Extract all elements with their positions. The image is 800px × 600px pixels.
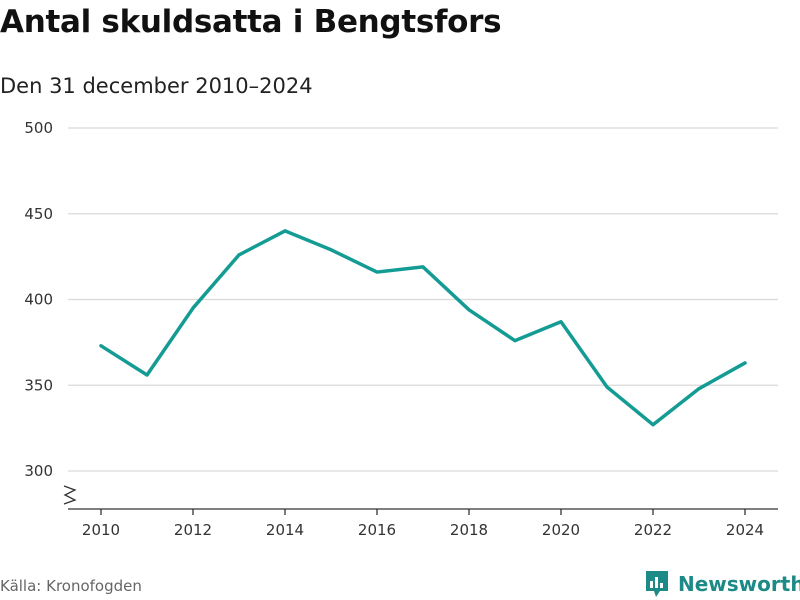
chart-title: Antal skuldsatta i Bengtsfors — [0, 4, 502, 40]
series-line-0 — [99, 229, 747, 427]
data-point-2019 — [513, 339, 517, 343]
gridlines — [68, 127, 778, 472]
y-tick-label-300: 300 — [24, 462, 53, 480]
x-axis — [63, 485, 778, 510]
x-tick-label-2024: 2024 — [726, 521, 764, 539]
data-point-2016 — [375, 270, 379, 274]
data-point-2024 — [743, 361, 747, 365]
x-tick-label-2018: 2018 — [450, 521, 488, 539]
data-point-2021 — [605, 385, 609, 389]
x-tick-label-2016: 2016 — [358, 521, 396, 539]
x-tick-label-2010: 2010 — [82, 521, 120, 539]
data-point-2015 — [329, 248, 333, 252]
x-tick-label-2022: 2022 — [634, 521, 672, 539]
source-note: Källa: Kronofogden — [0, 577, 142, 595]
data-point-2011 — [145, 373, 149, 377]
y-tick-label-450: 450 — [24, 205, 53, 223]
y-tick-label-350: 350 — [24, 376, 53, 394]
zigzag-break-icon — [63, 485, 77, 505]
brand: Newsworthy — [644, 569, 800, 599]
series — [99, 229, 747, 427]
x-tick-label-2012: 2012 — [174, 521, 212, 539]
bar-chart-speech-bubble-icon — [646, 571, 668, 597]
data-point-2012 — [191, 306, 195, 310]
data-point-2013 — [237, 253, 241, 257]
data-point-2017 — [421, 265, 425, 269]
data-point-2014 — [283, 229, 287, 233]
x-axis-ticks: 2010 2012 2014 2016 2018 2020 2022 2024 — [82, 509, 764, 539]
data-point-2018 — [467, 308, 471, 312]
brand-name: Newsworthy — [678, 572, 800, 596]
data-point-2023 — [697, 387, 701, 391]
data-point-2010 — [99, 344, 103, 348]
x-tick-label-2014: 2014 — [266, 521, 304, 539]
x-tick-label-2020: 2020 — [542, 521, 580, 539]
y-tick-label-400: 400 — [24, 291, 53, 309]
y-tick-label-500: 500 — [24, 119, 53, 137]
data-point-2020 — [559, 320, 563, 324]
y-axis-ticks: 300 350 400 450 500 — [24, 119, 53, 480]
data-point-2022 — [651, 423, 655, 427]
chart-subtitle: Den 31 december 2010–2024 — [0, 74, 313, 98]
